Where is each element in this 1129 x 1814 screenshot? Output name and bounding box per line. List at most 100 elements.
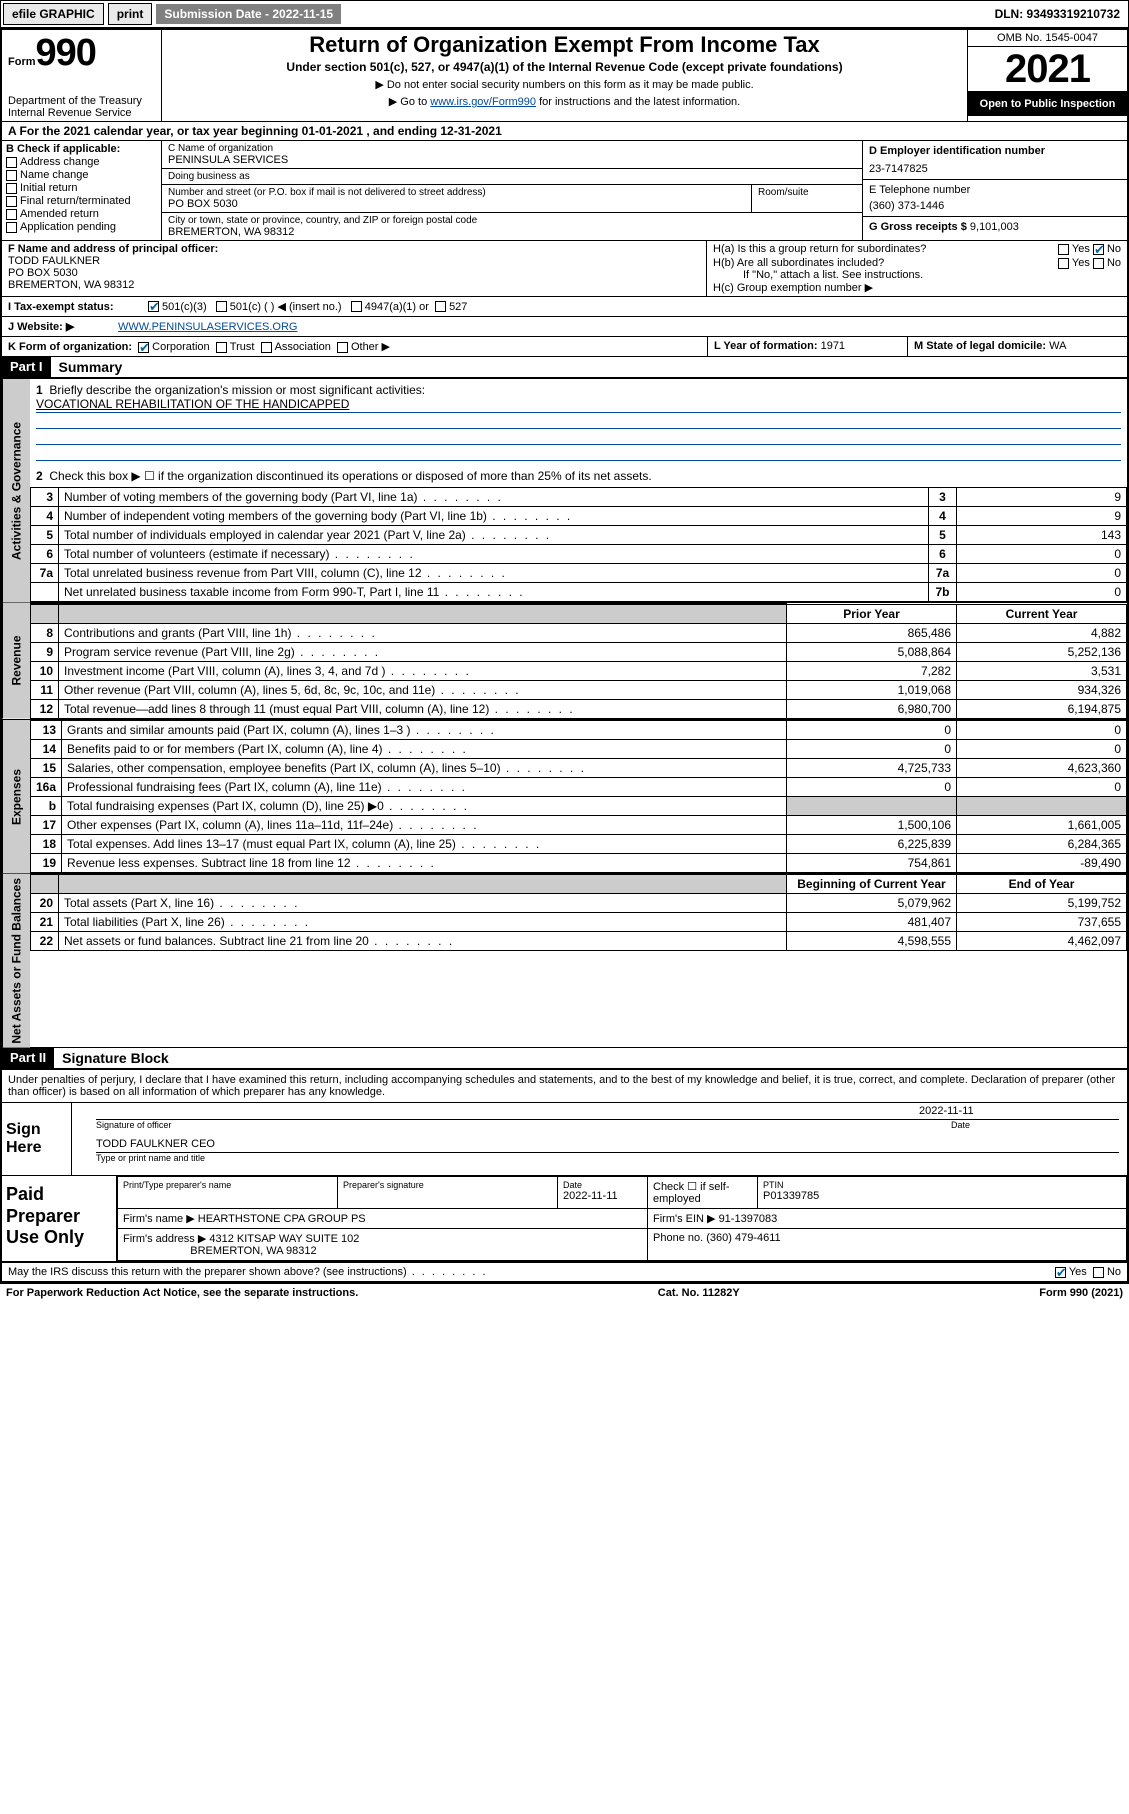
- city-label: City or town, state or province, country…: [168, 215, 856, 226]
- l-value: 1971: [821, 340, 845, 352]
- dept-label: Department of the Treasury: [8, 95, 155, 107]
- k-other: Other ▶: [351, 341, 390, 353]
- footer: For Paperwork Reduction Act Notice, see …: [0, 1284, 1129, 1302]
- i-501c: 501(c) ( ) ◀ (insert no.): [230, 300, 342, 313]
- part2-title: Signature Block: [54, 1048, 1127, 1069]
- opt-name-change[interactable]: Name change: [6, 169, 157, 181]
- d-ein-label: D Employer identification number: [869, 145, 1121, 157]
- k-corp: Corporation: [152, 341, 209, 353]
- firm-addr1: 4312 KITSAP WAY SUITE 102: [209, 1233, 359, 1245]
- sig-officer-label: Signature of officer: [72, 1120, 927, 1130]
- form-note1: ▶ Do not enter social security numbers o…: [166, 78, 963, 91]
- expenses-section: Expenses 13Grants and similar amounts pa…: [2, 720, 1127, 874]
- vside-netassets: Net Assets or Fund Balances: [2, 874, 30, 1048]
- opt-amended[interactable]: Amended return: [6, 208, 157, 220]
- opt-final-return[interactable]: Final return/terminated: [6, 195, 157, 207]
- row-i-tax-exempt: I Tax-exempt status: 501(c)(3) 501(c) ( …: [2, 297, 1127, 317]
- website-link[interactable]: WWW.PENINSULASERVICES.ORG: [118, 321, 298, 333]
- right-ident: D Employer identification number 23-7147…: [862, 141, 1127, 240]
- m-label: M State of legal domicile:: [914, 340, 1046, 352]
- hc-label: H(c) Group exemption number ▶: [713, 281, 1121, 294]
- vside-gov: Activities & Governance: [2, 379, 30, 602]
- tax-year: 2021: [968, 47, 1127, 91]
- netassets-section: Net Assets or Fund Balances Beginning of…: [2, 874, 1127, 1049]
- row-j-website: J Website: ▶ WWW.PENINSULASERVICES.ORG: [2, 317, 1127, 337]
- opt-initial-return[interactable]: Initial return: [6, 182, 157, 194]
- k-label: K Form of organization:: [8, 341, 132, 353]
- g-gross-value: 9,101,003: [970, 221, 1019, 233]
- f-label: F Name and address of principal officer:: [8, 243, 700, 255]
- form-subtitle: Under section 501(c), 527, or 4947(a)(1)…: [166, 60, 963, 74]
- vside-expenses: Expenses: [2, 720, 30, 873]
- c-name-value: PENINSULA SERVICES: [168, 154, 856, 166]
- firm-name-value: HEARTHSTONE CPA GROUP PS: [198, 1213, 366, 1225]
- org-name-address: C Name of organization PENINSULA SERVICE…: [162, 141, 862, 240]
- check-if-applicable: B Check if applicable: Address change Na…: [2, 141, 162, 240]
- c-name-label: C Name of organization: [168, 143, 856, 154]
- part1-title: Summary: [51, 357, 1127, 378]
- d-ein-value: 23-7147825: [869, 163, 1121, 175]
- firm-phone-label: Phone no.: [653, 1232, 703, 1244]
- sig-officer-blank: [96, 1105, 919, 1117]
- print-button[interactable]: print: [108, 3, 153, 25]
- top-toolbar: efile GRAPHIC print Submission Date - 20…: [0, 0, 1129, 28]
- part1-header-row: Part I Summary: [2, 357, 1127, 379]
- city-value: BREMERTON, WA 98312: [168, 226, 856, 238]
- header-right: OMB No. 1545-0047 2021 Open to Public In…: [967, 30, 1127, 121]
- firm-addr-label: Firm's address ▶: [123, 1233, 206, 1245]
- sig-date-value: 2022-11-11: [919, 1105, 1119, 1117]
- ptin-label: PTIN: [763, 1180, 1121, 1190]
- form-prefix: Form: [8, 56, 36, 68]
- sign-here-label: Sign Here: [2, 1103, 72, 1175]
- officer-name-label: Type or print name and title: [72, 1153, 1127, 1163]
- omb-number: OMB No. 1545-0047: [968, 30, 1127, 47]
- g-gross-label: G Gross receipts $: [869, 221, 967, 233]
- pt-name-label: Print/Type preparer's name: [123, 1180, 332, 1190]
- pt-date-value: 2022-11-11: [563, 1190, 618, 1202]
- efile-button[interactable]: efile GRAPHIC: [3, 3, 104, 25]
- pra-notice: For Paperwork Reduction Act Notice, see …: [6, 1287, 358, 1299]
- may-irs-no: No: [1107, 1266, 1121, 1278]
- hb-label: H(b) Are all subordinates included?: [713, 257, 884, 269]
- i-4947: 4947(a)(1) or: [365, 301, 429, 313]
- e-phone-value: (360) 373-1446: [869, 200, 1121, 212]
- l1-value: VOCATIONAL REHABILITATION OF THE HANDICA…: [36, 397, 1121, 413]
- firm-name-label: Firm's name ▶: [123, 1213, 195, 1225]
- date-label: Date: [927, 1120, 1127, 1130]
- section-b: B Check if applicable: Address change Na…: [2, 141, 1127, 241]
- principal-officer: F Name and address of principal officer:…: [2, 241, 707, 296]
- f-addr2: BREMERTON, WA 98312: [8, 279, 700, 291]
- instructions-link[interactable]: www.irs.gov/Form990: [430, 96, 536, 108]
- cat-no: Cat. No. 11282Y: [658, 1287, 740, 1299]
- revenue-table: Prior YearCurrent Year8Contributions and…: [30, 603, 1127, 719]
- opt-app-pending[interactable]: Application pending: [6, 221, 157, 233]
- submission-date: Submission Date - 2022-11-15: [156, 4, 341, 24]
- form-container: Form990 Department of the Treasury Inter…: [0, 28, 1129, 1284]
- form-footer: Form 990 (2021): [1039, 1287, 1123, 1299]
- j-label: J Website: ▶: [8, 320, 118, 333]
- row-a-period: A For the 2021 calendar year, or tax yea…: [2, 122, 1127, 141]
- f-addr1: PO BOX 5030: [8, 267, 700, 279]
- pt-sig-label: Preparer's signature: [343, 1180, 552, 1190]
- f-name: TODD FAULKNER: [8, 255, 700, 267]
- l-label: L Year of formation:: [714, 340, 818, 352]
- blank-line: [36, 429, 1121, 445]
- activities-governance: Activities & Governance 1 Briefly descri…: [2, 379, 1127, 603]
- b-header: B Check if applicable:: [6, 143, 157, 155]
- section-fh: F Name and address of principal officer:…: [2, 241, 1127, 297]
- k-assoc: Association: [275, 341, 331, 353]
- part2-header: Part II: [2, 1048, 54, 1069]
- paid-preparer-block: Paid Preparer Use Only Print/Type prepar…: [2, 1176, 1127, 1263]
- firm-addr2: BREMERTON, WA 98312: [190, 1245, 316, 1257]
- pt-date-label: Date: [563, 1180, 642, 1190]
- declaration-text: Under penalties of perjury, I declare th…: [2, 1070, 1127, 1103]
- officer-name-value: TODD FAULKNER CEO: [96, 1138, 215, 1150]
- revenue-section: Revenue Prior YearCurrent Year8Contribut…: [2, 603, 1127, 720]
- expenses-table: 13Grants and similar amounts paid (Part …: [30, 720, 1127, 873]
- ptin-value: P01339785: [763, 1190, 819, 1202]
- vside-revenue: Revenue: [2, 603, 30, 719]
- dba-label: Doing business as: [168, 171, 856, 182]
- opt-address-change[interactable]: Address change: [6, 156, 157, 168]
- may-irs-text: May the IRS discuss this return with the…: [8, 1266, 1055, 1278]
- k-trust: Trust: [230, 341, 255, 353]
